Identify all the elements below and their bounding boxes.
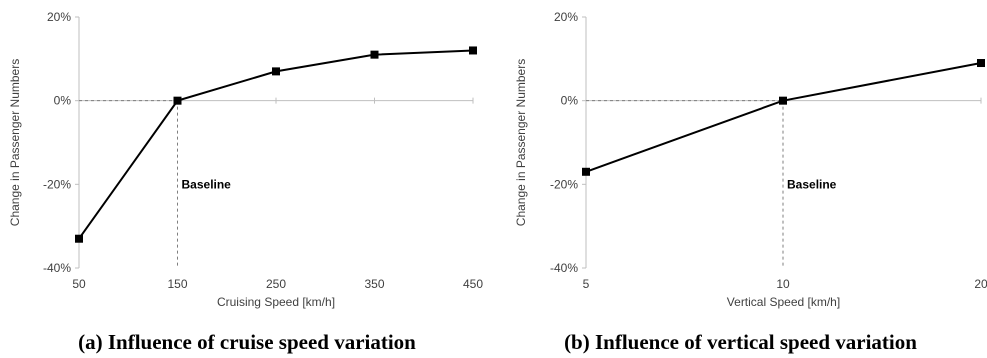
baseline-label: Baseline — [182, 177, 232, 191]
data-point-marker — [173, 96, 182, 105]
y-axis-title: Change in Passenger Numbers — [514, 59, 528, 226]
caption-vertical-speed: (b) Influence of vertical speed variatio… — [564, 330, 917, 354]
chart-panel-vertical-speed: 20% 0% -20% -40% 5 10 20 Vertical Speed [km/h] C… — [494, 0, 987, 358]
y-tick-label: -20% — [550, 177, 578, 191]
data-point-marker — [977, 59, 985, 68]
x-tick-label: 450 — [463, 277, 483, 291]
data-point-marker — [75, 234, 83, 243]
y-tick-label: 0% — [561, 94, 579, 108]
baseline-label: Baseline — [787, 177, 837, 191]
caption-cruise-speed: (a) Influence of cruise speed variation — [78, 330, 416, 354]
y-tick-label: 20% — [554, 10, 578, 24]
data-point-marker — [272, 67, 280, 76]
x-axis-title: Vertical Speed [km/h] — [727, 295, 840, 309]
x-tick-label: 150 — [167, 277, 187, 291]
chart-panel-cruise-speed: 20% 0% -20% -40% 50 150 250 350 450 Cruising Spee… — [8, 10, 483, 354]
y-axis-title: Change in Passenger Numbers — [8, 59, 22, 226]
series-line — [78, 49, 474, 240]
y-tick-label: -20% — [43, 177, 71, 191]
x-tick-label: 350 — [364, 277, 384, 291]
x-tick-label: 20 — [974, 277, 987, 291]
x-tick-label: 5 — [583, 277, 590, 291]
y-tick-label: -40% — [43, 261, 71, 275]
data-point-marker — [779, 96, 787, 105]
data-point-marker — [469, 46, 477, 55]
x-tick-label: 10 — [776, 277, 790, 291]
y-tick-label: 0% — [54, 94, 72, 108]
x-tick-label: 250 — [266, 277, 286, 291]
y-tick-label: 20% — [47, 10, 71, 24]
x-axis-title: Cruising Speed [km/h] — [217, 295, 335, 309]
cruise-speed-chart-svg: 20% 0% -20% -40%50 150 250 350 450 Cruising Spee… — [8, 10, 483, 309]
data-point-marker — [582, 167, 590, 176]
data-point-marker — [370, 50, 379, 59]
y-tick-label: -40% — [550, 261, 578, 275]
x-tick-label: 50 — [72, 277, 86, 291]
vertical-speed-chart-svg: 20% 0% -20% -40% 5 10 20 Vertical Speed [km/h] C… — [514, 10, 987, 309]
